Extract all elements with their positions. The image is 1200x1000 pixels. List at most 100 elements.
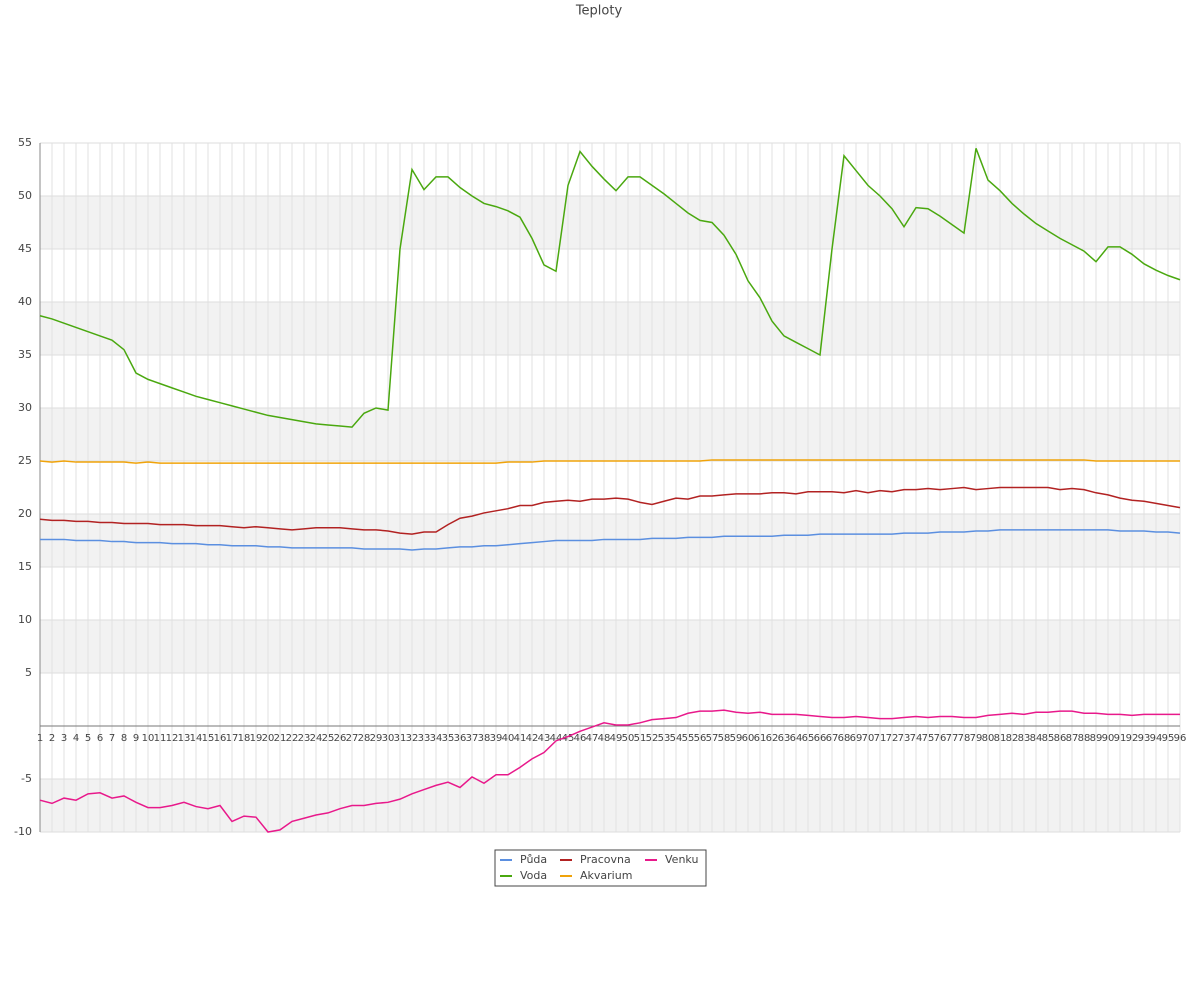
y-tick-label: 45 <box>18 242 32 255</box>
x-tick-label: 82 <box>1006 733 1019 744</box>
x-tick-label: 77 <box>946 733 959 744</box>
x-tick-label: 11 <box>154 733 167 744</box>
y-tick-label: 20 <box>18 507 32 520</box>
x-tick-label: 76 <box>934 733 947 744</box>
legend-label: Půda <box>520 853 547 866</box>
x-tick-label: 70 <box>862 733 875 744</box>
x-tick-label: 72 <box>886 733 899 744</box>
chart-title: Teploty <box>575 4 623 19</box>
y-tick-label: 40 <box>18 295 32 308</box>
grid-band <box>40 196 1180 249</box>
x-tick-label: 12 <box>166 733 179 744</box>
x-tick-label: 45 <box>562 733 575 744</box>
x-tick-label: 94 <box>1150 733 1163 744</box>
x-tick-label: 95 <box>1162 733 1175 744</box>
x-tick-label: 36 <box>454 733 467 744</box>
x-tick-label: 55 <box>682 733 695 744</box>
series-line <box>39 486 1181 535</box>
x-tick-label: 38 <box>478 733 491 744</box>
x-tick-label: 15 <box>202 733 215 744</box>
x-tick-label: 39 <box>490 733 503 744</box>
x-tick-label: 81 <box>994 733 1007 744</box>
x-tick-label: 87 <box>1066 733 1079 744</box>
y-tick-label: 5 <box>25 666 32 679</box>
x-tick-label: 56 <box>694 733 707 744</box>
legend-label: Pracovna <box>580 853 631 866</box>
x-tick-label: 47 <box>586 733 599 744</box>
x-tick-label: 25 <box>322 733 335 744</box>
x-tick-label: 88 <box>1078 733 1091 744</box>
x-tick-label: 91 <box>1114 733 1127 744</box>
x-tick-label: 26 <box>334 733 347 744</box>
x-tick-label: 60 <box>742 733 755 744</box>
x-tick-label: 19 <box>250 733 263 744</box>
y-tick-label: 35 <box>18 348 32 361</box>
y-tick-label: 10 <box>18 613 32 626</box>
x-tick-label: 65 <box>802 733 815 744</box>
x-tick-label: 43 <box>538 733 551 744</box>
legend-label: Venku <box>665 853 698 866</box>
x-tick-label: 21 <box>274 733 287 744</box>
x-tick-label: 74 <box>910 733 923 744</box>
x-tick-label: 62 <box>766 733 779 744</box>
x-tick-label: 32 <box>406 733 419 744</box>
x-tick-label: 37 <box>466 733 479 744</box>
x-tick-label: 31 <box>394 733 407 744</box>
x-tick-label: 58 <box>718 733 731 744</box>
x-tick-label: 23 <box>298 733 311 744</box>
x-tick-label: 5 <box>85 733 91 744</box>
x-tick-label: 16 <box>214 733 227 744</box>
x-tick-label: 83 <box>1018 733 1031 744</box>
grid-band <box>40 620 1180 673</box>
x-tick-label: 40 <box>502 733 515 744</box>
x-tick-label: 34 <box>430 733 443 744</box>
x-tick-label: 68 <box>838 733 851 744</box>
x-tick-label: 92 <box>1126 733 1139 744</box>
x-tick-label: 17 <box>226 733 239 744</box>
y-tick-label: 15 <box>18 560 32 573</box>
x-tick-label: 3 <box>61 733 67 744</box>
x-tick-label: 30 <box>382 733 395 744</box>
x-tick-label: 22 <box>286 733 299 744</box>
x-tick-label: 41 <box>514 733 527 744</box>
x-tick-label: 33 <box>418 733 431 744</box>
grid-band <box>40 408 1180 461</box>
x-tick-label: 50 <box>622 733 635 744</box>
series-line <box>39 459 1180 464</box>
x-tick-label: 7 <box>109 733 115 744</box>
x-tick-label: 28 <box>358 733 371 744</box>
x-tick-label: 9 <box>133 733 139 744</box>
x-tick-label: 71 <box>874 733 887 744</box>
x-tick-label: 44 <box>550 733 563 744</box>
x-tick-label: 78 <box>958 733 971 744</box>
x-tick-label: 54 <box>670 733 683 744</box>
legend-label: Akvarium <box>580 869 632 882</box>
y-tick-label: -10 <box>14 825 32 838</box>
y-tick-label: 50 <box>18 189 32 202</box>
grid-band <box>40 302 1180 355</box>
x-tick-label: 4 <box>73 733 79 744</box>
x-tick-label: 20 <box>262 733 275 744</box>
x-tick-label: 80 <box>982 733 995 744</box>
x-tick-label: 13 <box>178 733 191 744</box>
x-tick-label: 49 <box>610 733 623 744</box>
x-tick-label: 24 <box>310 733 323 744</box>
x-tick-label: 93 <box>1138 733 1151 744</box>
x-tick-label: 52 <box>646 733 659 744</box>
x-tick-label: 8 <box>121 733 127 744</box>
x-tick-label: 61 <box>754 733 767 744</box>
x-tick-label: 1 <box>37 733 43 744</box>
x-tick-label: 75 <box>922 733 935 744</box>
x-tick-label: 42 <box>526 733 539 744</box>
x-tick-label: 35 <box>442 733 455 744</box>
legend-box <box>494 849 707 887</box>
x-tick-label: 69 <box>850 733 863 744</box>
x-tick-label: 29 <box>370 733 383 744</box>
x-tick-label: 27 <box>346 733 359 744</box>
x-tick-label: 18 <box>238 733 251 744</box>
x-tick-label: 66 <box>814 733 827 744</box>
x-tick-label: 67 <box>826 733 839 744</box>
x-tick-label: 14 <box>190 733 203 744</box>
x-tick-label: 57 <box>706 733 719 744</box>
